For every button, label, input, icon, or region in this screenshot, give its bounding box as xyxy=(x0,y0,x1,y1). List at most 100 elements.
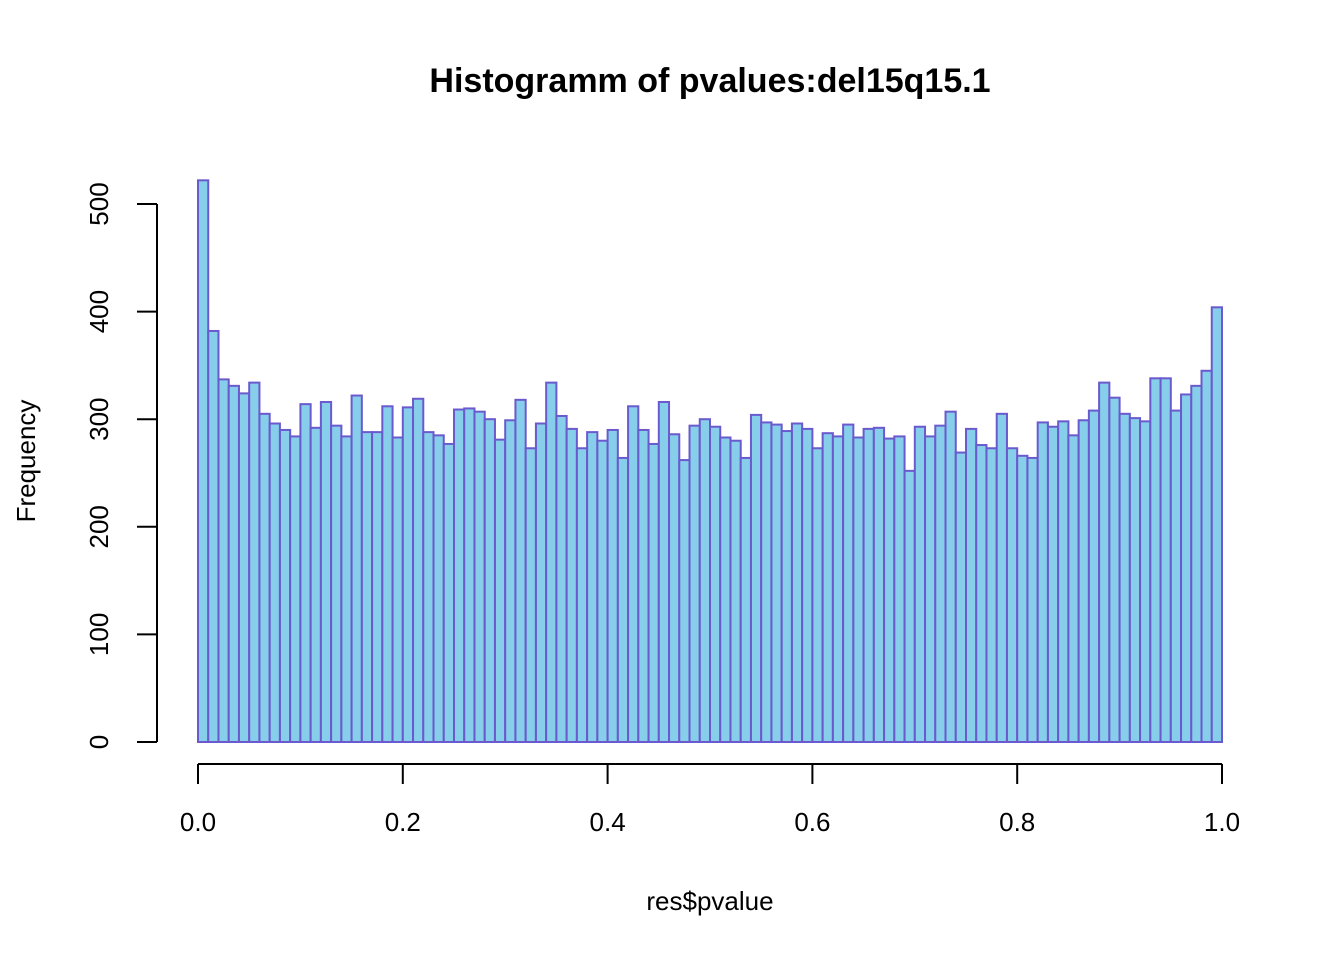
histogram-bar xyxy=(524,447,537,743)
histogram-bar xyxy=(1046,425,1060,743)
histogram-bar xyxy=(1159,377,1172,743)
histogram-bar xyxy=(432,434,445,743)
histogram-bar xyxy=(1067,434,1080,743)
histogram-bar xyxy=(975,444,988,743)
histogram-bar xyxy=(493,438,507,743)
histogram-bar xyxy=(698,418,712,743)
histogram-bar xyxy=(268,422,281,743)
histogram-bar xyxy=(299,403,312,743)
histogram-bar xyxy=(555,414,568,743)
histogram-bar xyxy=(1139,420,1152,743)
histogram-bar xyxy=(954,451,968,743)
histogram-bar xyxy=(913,425,927,743)
histogram-bar xyxy=(248,381,261,743)
histogram-bar xyxy=(883,437,896,743)
histogram-bar xyxy=(360,431,374,743)
histogram-bar xyxy=(1128,417,1142,743)
bars-group xyxy=(197,179,1224,743)
histogram-bar xyxy=(483,418,496,743)
histogram-bar xyxy=(340,435,353,743)
histogram-bar xyxy=(790,422,804,743)
y-tick-label: 500 xyxy=(84,182,114,225)
histogram-bar xyxy=(371,431,384,743)
histogram-bar xyxy=(1149,377,1162,743)
x-tick-label: 0.6 xyxy=(794,807,830,837)
histogram-bar xyxy=(1169,409,1183,743)
y-axis: 0 100 200 300 400 500 xyxy=(84,182,158,749)
histogram-bar xyxy=(350,394,363,743)
histogram-bar xyxy=(319,400,333,743)
histogram-bar xyxy=(534,422,548,743)
histogram-bar xyxy=(258,412,271,743)
y-tick-label: 300 xyxy=(84,398,114,441)
histogram-bar xyxy=(852,436,865,743)
histogram-bar xyxy=(995,412,1008,743)
histogram-bar xyxy=(647,442,660,743)
x-tick-label: 0.0 xyxy=(180,807,216,837)
histogram-bar xyxy=(442,442,456,743)
y-axis-label: Frequency xyxy=(11,400,41,523)
histogram-bar xyxy=(1210,306,1224,743)
histogram-bar xyxy=(1098,381,1111,743)
histogram-bar xyxy=(668,433,681,743)
histogram-bar xyxy=(872,426,886,743)
histogram-bar xyxy=(749,413,763,743)
x-axis: 0.0 0.2 0.4 0.6 0.8 1.0 xyxy=(180,763,1240,837)
histogram-bar xyxy=(1005,447,1019,743)
histogram-bar xyxy=(606,428,619,743)
histogram-bar xyxy=(678,459,691,743)
histogram-bar xyxy=(688,424,701,743)
x-tick-label: 0.8 xyxy=(999,807,1035,837)
histogram-bar xyxy=(330,424,343,743)
histogram-bar xyxy=(586,431,599,743)
x-tick-label: 0.4 xyxy=(590,807,626,837)
histogram-bar xyxy=(401,406,415,743)
histogram-bar xyxy=(197,179,210,743)
histogram-bar xyxy=(453,408,466,743)
y-tick-label: 0 xyxy=(84,735,114,749)
histogram-bar xyxy=(739,456,752,743)
histogram-bar xyxy=(862,427,875,743)
histogram-bar xyxy=(381,405,394,743)
histogram-bar xyxy=(780,430,793,743)
histogram-bar xyxy=(596,439,609,743)
histogram-bar xyxy=(1016,454,1029,743)
histogram-bar xyxy=(514,398,527,743)
histogram-bar xyxy=(1118,412,1131,743)
histogram-bar xyxy=(391,436,404,743)
histogram-bar xyxy=(1108,396,1121,743)
histogram-bar xyxy=(278,428,292,743)
histogram-bar xyxy=(801,427,814,743)
histogram-bar xyxy=(207,329,220,743)
histogram-bar xyxy=(463,407,476,743)
histogram-bar xyxy=(1180,393,1193,743)
histogram-bar xyxy=(237,392,251,743)
histogram-bar xyxy=(831,435,845,743)
histogram-bar xyxy=(709,425,722,743)
y-tick-label: 200 xyxy=(84,505,114,548)
histogram-bar xyxy=(217,378,230,743)
histogram-bar xyxy=(1026,456,1039,743)
chart-title: Histogramm of pvalues:del15q15.1 xyxy=(429,62,990,100)
histogram-bar xyxy=(657,400,671,743)
histogram-bar xyxy=(289,435,302,743)
histogram-bar xyxy=(965,427,978,743)
histogram-bar xyxy=(719,436,732,743)
histogram-bar xyxy=(422,431,435,743)
histogram-bar xyxy=(1190,384,1203,743)
histogram-bar xyxy=(473,410,486,743)
y-tick-label: 400 xyxy=(84,290,114,333)
histogram-bar xyxy=(1036,421,1049,743)
x-tick-label: 1.0 xyxy=(1204,807,1240,837)
x-axis-label: res$pvalue xyxy=(646,886,773,916)
histogram-bar xyxy=(934,424,947,743)
histogram-bar xyxy=(811,447,824,743)
histogram-bar xyxy=(309,426,322,743)
histogram-bar xyxy=(893,435,906,743)
x-tick-label: 0.2 xyxy=(385,807,421,837)
histogram-bar xyxy=(575,447,589,743)
histogram-bar xyxy=(729,439,742,743)
histogram-bar xyxy=(627,405,640,743)
histogram-bar xyxy=(637,428,650,743)
